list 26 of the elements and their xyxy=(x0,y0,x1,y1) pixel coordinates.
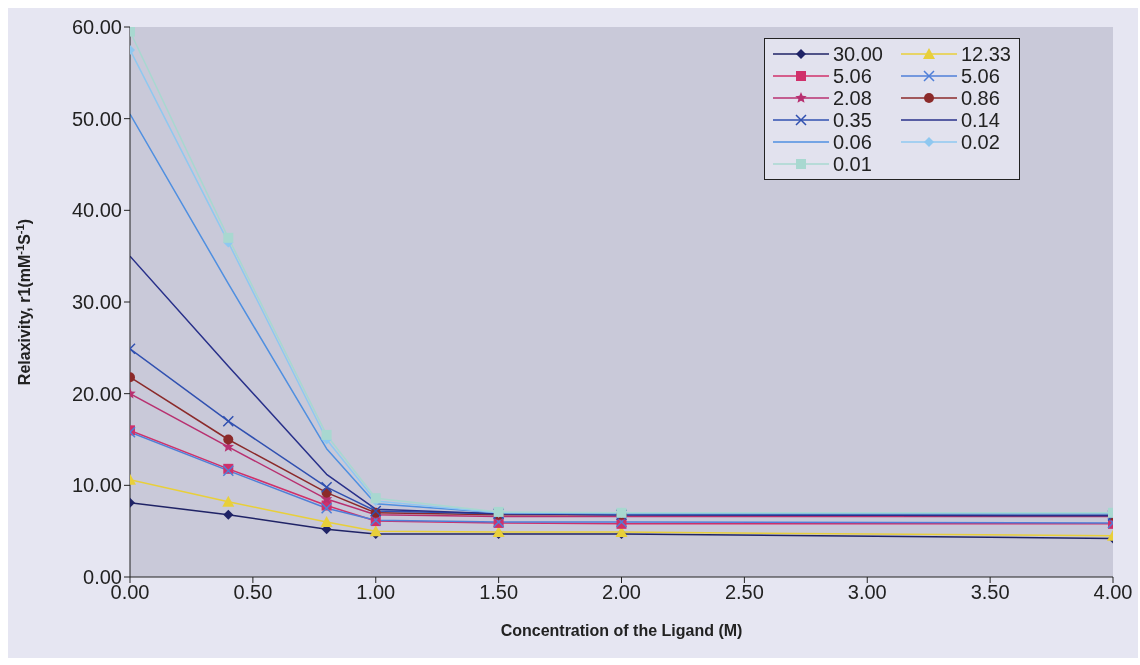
legend-label: 2.08 xyxy=(832,87,872,109)
x-axis-title: Concentration of the Ligand (M) xyxy=(500,622,743,639)
x-tick-label: 1.50 xyxy=(479,581,519,604)
x-tick-label: 1.00 xyxy=(356,581,396,604)
x-tick-label: 3.50 xyxy=(970,581,1010,604)
legend-label: 0.14 xyxy=(960,109,1000,131)
y-tick-label: 20.00 xyxy=(71,382,122,405)
x-tick-label: 0.50 xyxy=(233,581,273,604)
y-tick-label: 30.00 xyxy=(71,291,122,314)
legend-label: 5.06 xyxy=(960,65,1000,87)
y-tick-label: 60.00 xyxy=(71,16,122,39)
x-tick-label: 2.50 xyxy=(724,581,764,604)
legend-label: 12.33 xyxy=(960,43,1011,65)
x-tick-label: 2.00 xyxy=(602,581,641,604)
y-tick-label: 40.00 xyxy=(71,199,122,222)
legend-label: 0.35 xyxy=(832,109,872,131)
x-tick-label: 4.00 xyxy=(1093,581,1133,604)
legend-label: 5.06 xyxy=(832,65,872,87)
legend-label: 0.02 xyxy=(960,131,1000,153)
legend-label: 0.86 xyxy=(960,87,1000,109)
legend-label: 30.00 xyxy=(832,43,883,65)
y-tick-label: 50.00 xyxy=(71,107,122,130)
x-tick-label: 3.00 xyxy=(847,581,887,604)
legend-label: 0.01 xyxy=(832,153,872,175)
legend-label: 0.06 xyxy=(832,131,872,153)
y-tick-label: 10.00 xyxy=(71,474,122,497)
